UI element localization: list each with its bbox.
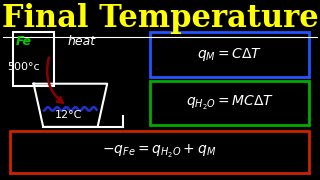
Text: $q_{H_2O} = MC\Delta T$: $q_{H_2O} = MC\Delta T$	[186, 94, 274, 112]
Text: $q_M = C\Delta T$: $q_M = C\Delta T$	[197, 46, 262, 63]
Bar	[150, 81, 309, 125]
Text: heat: heat	[68, 35, 96, 48]
Text: $-q_{Fe} = q_{H_2O} + q_M$: $-q_{Fe} = q_{H_2O} + q_M$	[102, 143, 216, 160]
Bar	[150, 32, 309, 76]
Text: Fe: Fe	[16, 35, 32, 48]
Text: 500°c: 500°c	[8, 62, 40, 72]
Bar	[13, 32, 54, 86]
Text: 12°C: 12°C	[55, 110, 83, 120]
Text: Final Temperature: Final Temperature	[2, 3, 318, 34]
Bar	[10, 130, 309, 173]
